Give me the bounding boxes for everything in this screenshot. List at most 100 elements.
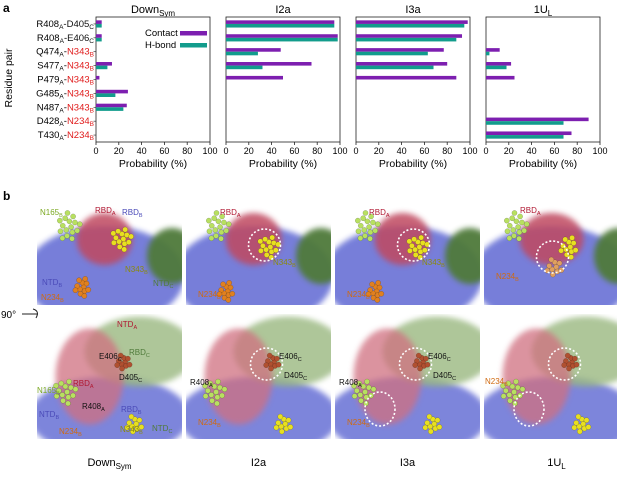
residue-pair-label: N487A-N343B — [37, 102, 94, 114]
bottom-title: I3a — [400, 457, 416, 469]
structure-label: N234B — [496, 272, 519, 283]
structure-label: NTDC — [153, 279, 173, 290]
structure-label: N343B — [120, 425, 143, 436]
bar-hbond — [356, 37, 457, 42]
chart-panel: I2a 0 20 40 60 80 100 Probability (%) — [223, 4, 347, 170]
bottom-titles: DownSym I2a I3a 1UL — [87, 457, 566, 471]
bar-charts: DownSym 0 20 40 60 80 100 Probability (%) I2a 0 20… — [93, 4, 607, 170]
rotation-arrow-icon — [22, 308, 38, 319]
glycan-green — [351, 378, 377, 407]
residue-pair-label: T430A-N234B — [38, 130, 94, 142]
structure-label: N165B — [40, 208, 63, 219]
bar-hbond — [96, 93, 116, 97]
glycan-yellow — [571, 413, 592, 435]
x-tick-label: 80 — [182, 146, 192, 156]
structure-label: N343B — [125, 265, 148, 276]
structure-label: RBDA — [73, 379, 94, 390]
panel-label-b: b — [3, 189, 10, 203]
glycan-yellow — [110, 226, 134, 253]
rotation-indicator: 90° — [1, 308, 38, 321]
glycan-green — [355, 210, 381, 242]
protein-surface-red — [76, 213, 133, 265]
structure-image: RBDA N234B — [484, 197, 617, 305]
bottom-title: DownSym — [87, 457, 131, 471]
bar-contact — [356, 34, 463, 38]
structure-label: N234B — [198, 290, 221, 301]
structure-images: N165B RBDA RBDB N343B NTDB NTDC N234B RBDA N343B… — [37, 197, 617, 439]
structure-label: R408A — [82, 402, 105, 413]
highlight-circle — [535, 240, 570, 274]
protein-surface-red — [204, 328, 273, 425]
structure-label: NTDA — [117, 320, 137, 331]
glycan-orange — [561, 352, 580, 372]
bar-contact — [96, 62, 112, 66]
chart-panel: I3a 0 20 40 60 80 100 Probability (%) — [353, 4, 477, 170]
glycan-green — [202, 378, 228, 407]
structure-image: E406C R408A D405C N234B — [186, 314, 331, 439]
bar-hbond — [356, 23, 465, 28]
structure-label: D405C — [119, 373, 142, 384]
bar-contact — [356, 20, 468, 24]
protein-surface-red — [55, 328, 124, 425]
chart-title: I3a — [405, 4, 421, 16]
bar-contact — [486, 117, 589, 122]
x-axis-label: Probability (%) — [509, 158, 577, 170]
structure-label: D405C — [284, 371, 307, 382]
legend-swatch — [180, 31, 207, 36]
glycan-yellow — [422, 413, 443, 435]
x-tick-label: 40 — [527, 146, 537, 156]
chart-panel: 1UL 0 20 40 60 80 100 Probability (%) — [483, 4, 607, 170]
legend-label: Contact — [145, 28, 178, 39]
x-tick-label: 100 — [592, 146, 607, 156]
glycan-green — [206, 210, 232, 242]
structure-label: D405C — [433, 371, 456, 382]
structure-label: R408A — [339, 378, 362, 389]
glycan-orange — [72, 276, 92, 299]
bar-contact — [356, 48, 444, 52]
structure-image: E406C R408A D405C N234B — [335, 314, 480, 439]
glycan-orange — [114, 352, 133, 372]
x-tick-label: 40 — [267, 146, 277, 156]
bar-contact — [226, 48, 281, 52]
structure-label: RBDA — [369, 208, 390, 219]
protein-surface-green — [445, 228, 480, 284]
bar-contact — [486, 62, 512, 66]
x-tick-label: 100 — [202, 146, 217, 156]
glycan-yellow — [124, 413, 145, 435]
bar-contact — [96, 20, 102, 24]
bottom-title: I2a — [251, 457, 267, 469]
glycan-green — [53, 378, 79, 407]
chart-title: DownSym — [131, 4, 175, 18]
highlight-ellipse — [513, 391, 545, 427]
residue-pair-label: R408A-D405C — [36, 19, 94, 31]
structure-label: N234B — [59, 427, 82, 438]
structure-label: N234B — [198, 418, 221, 429]
bar-contact — [226, 20, 335, 24]
bar-hbond — [486, 65, 507, 70]
highlight-circle — [247, 228, 282, 262]
residue-pair-label: P479A-N343B — [37, 75, 94, 87]
x-tick-label: 80 — [312, 146, 322, 156]
highlight-circle — [547, 347, 582, 381]
glycan-orange — [263, 352, 282, 372]
structure-label: RBDB — [122, 208, 143, 219]
structure-image: RBDA N343B N234B — [335, 197, 480, 305]
x-tick-label: 100 — [332, 146, 347, 156]
structure-image: N234B — [484, 314, 617, 439]
residue-pair-label: Q474A-N343B — [36, 47, 94, 59]
bar-hbond — [226, 65, 263, 70]
structure-image: RBDA N343B N234B — [186, 197, 331, 305]
bar-contact — [96, 89, 128, 94]
x-tick-label: 20 — [374, 146, 384, 156]
structure-label: NTDB — [42, 278, 62, 289]
x-tick-label: 0 — [483, 146, 488, 156]
x-tick-label: 60 — [289, 146, 299, 156]
residue-pair-label: G485A-N343B — [36, 88, 94, 100]
x-tick-label: 60 — [419, 146, 429, 156]
highlight-circle — [249, 347, 284, 381]
panel-label-a: a — [3, 1, 10, 15]
residue-pair-label: D428A-N234B — [37, 116, 94, 128]
bar-contact — [356, 62, 448, 66]
structure-label: E406C — [99, 352, 122, 363]
